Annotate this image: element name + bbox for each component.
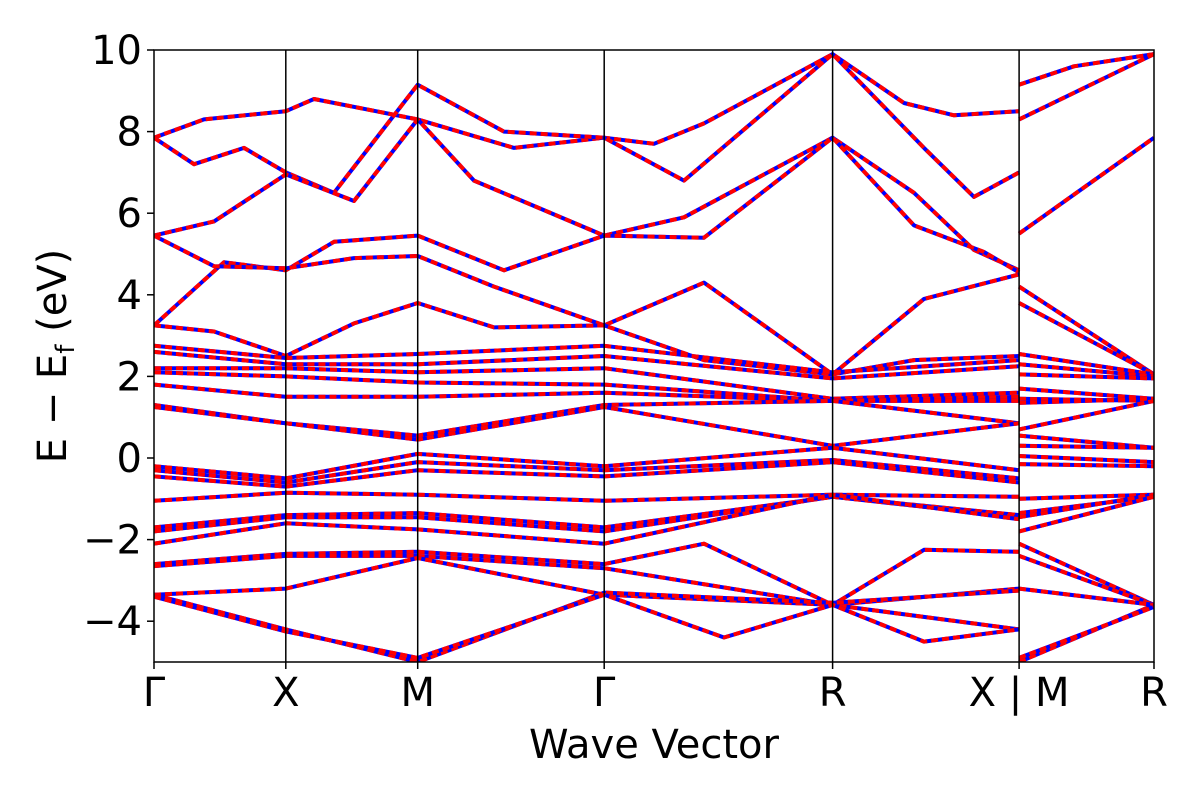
band-line — [154, 343, 1154, 379]
x-tick-label: X | M — [969, 670, 1070, 716]
y-axis-title-unit: (eV) — [30, 249, 76, 332]
band-line-dashed — [154, 135, 1154, 377]
y-tick-label: −2 — [83, 518, 142, 564]
plot-frame — [153, 49, 1155, 663]
x-tick-label: Γ — [143, 670, 166, 716]
x-tick-label: R — [1140, 670, 1168, 716]
band-line — [154, 117, 1154, 273]
band-line — [154, 492, 1154, 534]
x-tick-label: M — [400, 670, 435, 716]
band-line-dashed — [154, 398, 1154, 438]
y-tick-label: 4 — [117, 273, 142, 319]
y-axis-ticks: −4 −2 0 2 4 6 8 10 — [83, 28, 154, 645]
band-series-group — [154, 52, 1154, 662]
y-tick-label: 8 — [117, 110, 142, 156]
band-line — [154, 553, 1154, 607]
x-axis-title: Wave Vector — [529, 722, 780, 768]
band-line — [154, 366, 1154, 401]
y-tick-label: 0 — [117, 436, 142, 482]
kpoint-vertical-lines — [285, 50, 1020, 662]
x-axis-ticks: Γ X M Γ R X | M R — [143, 662, 1168, 716]
band-line — [154, 135, 1154, 377]
band-line — [154, 52, 1154, 150]
y-tick-label: −4 — [83, 599, 142, 645]
band-line — [154, 556, 1154, 632]
band-line — [154, 349, 1154, 381]
band-line — [154, 233, 1154, 377]
band-line-dashed — [154, 52, 1154, 199]
y-tick-label: 10 — [91, 28, 142, 74]
band-line-dashed — [154, 52, 1154, 150]
band-line-dashed — [154, 405, 1154, 450]
x-tick-label: R — [819, 670, 847, 716]
band-line — [154, 592, 1154, 660]
band-line — [154, 460, 1154, 489]
band-line — [154, 52, 1154, 199]
band-line — [154, 382, 1154, 405]
y-axis-title-subscript: f — [51, 344, 81, 354]
y-tick-label: 6 — [117, 191, 142, 237]
y-axis-title-unit-spacer — [30, 332, 76, 345]
y-axis-title-main: E − E — [30, 354, 76, 464]
y-axis-title: E − Ef (eV) — [30, 249, 81, 464]
y-tick-label: 2 — [117, 354, 142, 400]
band-line — [154, 492, 1154, 546]
x-tick-label: Γ — [593, 670, 616, 716]
band-line — [154, 490, 1154, 503]
band-line — [154, 454, 1154, 485]
band-line — [154, 443, 1154, 481]
x-tick-label: X — [272, 670, 299, 716]
